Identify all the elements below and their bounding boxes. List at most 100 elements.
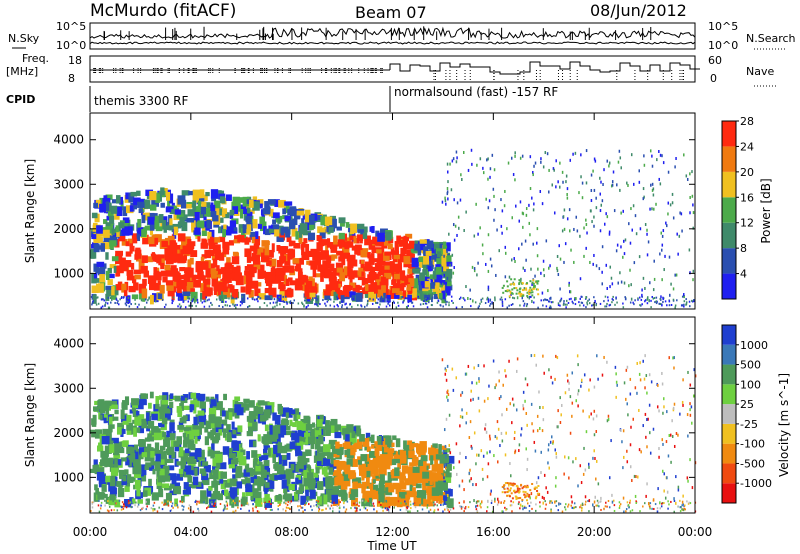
echo-cell (520, 277, 522, 281)
echo-cell (493, 454, 495, 458)
echo-cell (210, 270, 217, 279)
echo-cell (619, 156, 622, 160)
echo-cell (681, 508, 683, 511)
echo-cell (110, 301, 112, 304)
echo-cell (446, 242, 451, 252)
echo-cell (376, 435, 385, 445)
echo-cell (264, 201, 270, 211)
echo-cell (459, 451, 461, 455)
echo-cell (178, 303, 181, 306)
echo-cell (525, 213, 528, 217)
echo-cell (316, 446, 325, 453)
echo-cell (274, 199, 280, 207)
echo-cell (197, 234, 201, 242)
echo-cell (642, 359, 644, 363)
echo-cell (368, 497, 372, 507)
echo-cell (494, 296, 496, 299)
echo-cell (437, 299, 440, 302)
echo-cell (105, 270, 110, 280)
echo-cell (212, 258, 218, 268)
echo-cell (485, 197, 487, 201)
echo-cell (200, 206, 207, 215)
echo-cell (264, 493, 270, 500)
echo-cell (204, 300, 207, 303)
echo-cell (322, 508, 324, 511)
echo-cell (528, 504, 531, 507)
echo-cell (397, 257, 402, 267)
echo-cell (634, 494, 637, 498)
echo-cell (500, 501, 502, 504)
echo-cell (486, 158, 488, 162)
echo-cell (258, 295, 260, 298)
echo-cell (278, 455, 282, 465)
echo-cell (592, 417, 595, 421)
echo-cell (647, 502, 650, 506)
echo-cell (382, 461, 391, 470)
echo-cell (238, 500, 241, 503)
echo-cell (214, 237, 221, 243)
echo-cell (163, 228, 167, 233)
echo-cell (349, 277, 353, 286)
echo-cell (300, 418, 305, 424)
echo-cell (189, 452, 197, 460)
echo-cell (478, 305, 480, 308)
echo-cell (343, 502, 345, 505)
colorbar-tick-label: 4 (740, 268, 747, 281)
echo-cell (99, 507, 102, 510)
echo-cell (648, 403, 651, 407)
echo-cell (418, 450, 426, 458)
echo-cell (120, 409, 125, 420)
echo-cell (191, 274, 196, 281)
echo-cell (301, 245, 305, 256)
echo-cell (128, 285, 136, 293)
echo-cell (563, 302, 565, 305)
echo-cell (133, 459, 141, 466)
echo-cell (392, 283, 399, 289)
echo-cell (302, 434, 309, 445)
echo-cell (367, 299, 369, 302)
echo-cell (537, 306, 539, 309)
echo-cell (468, 479, 471, 483)
echo-cell (422, 269, 428, 276)
echo-cell (91, 502, 94, 505)
echo-cell (91, 302, 94, 305)
echo-cell (403, 299, 405, 302)
echo-cell (580, 301, 583, 304)
echo-cell (316, 505, 318, 508)
echo-cell (550, 508, 552, 511)
echo-cell (525, 287, 528, 290)
echo-cell (129, 497, 134, 505)
echo-cell (622, 496, 625, 500)
echo-cell (544, 298, 546, 301)
echo-cell (445, 202, 447, 206)
echo-cell (580, 384, 582, 388)
echo-cell (174, 209, 181, 215)
echo-cell (241, 295, 244, 298)
echo-cell (310, 443, 315, 449)
echo-cell (291, 464, 299, 473)
echo-cell (422, 471, 430, 479)
echo-cell (226, 273, 232, 283)
echo-cell (462, 296, 464, 299)
echo-cell (489, 257, 492, 261)
echo-cell (482, 454, 485, 458)
echo-cell (455, 150, 458, 154)
echo-cell (298, 268, 303, 273)
echo-cell (277, 219, 281, 224)
echo-cell (687, 370, 689, 374)
colorbar-tick-label: 16 (740, 191, 754, 204)
echo-cell (513, 257, 515, 261)
echo-cell (108, 497, 117, 506)
echo-cell (523, 304, 525, 307)
echo-cell (566, 193, 568, 197)
echo-cell (635, 475, 637, 479)
echo-cell (520, 294, 523, 297)
echo-cell (213, 478, 217, 487)
echo-cell (212, 215, 219, 222)
echo-cell (604, 222, 606, 226)
echo-cell (446, 250, 448, 254)
echo-cell (120, 296, 123, 299)
echo-cell (510, 504, 513, 507)
echo-cell (304, 213, 311, 223)
